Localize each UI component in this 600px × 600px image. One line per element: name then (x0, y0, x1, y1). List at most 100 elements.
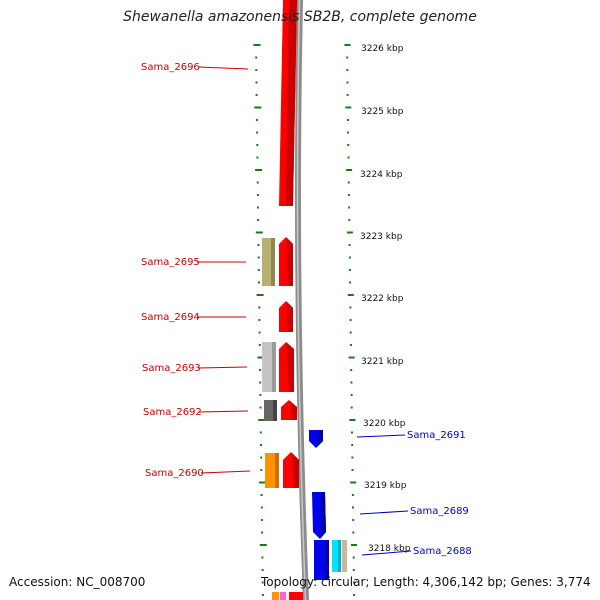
minor-tick (346, 56, 349, 59)
minor-tick (259, 369, 262, 371)
scale-label-3222: 3222 kbp (361, 294, 404, 304)
minor-tick (261, 556, 264, 559)
minor-tick (349, 344, 352, 346)
minor-tick (261, 531, 264, 534)
minor-tick (351, 444, 354, 446)
feature-block-tan (342, 540, 347, 572)
minor-tick (261, 594, 264, 596)
reverse-genes (309, 430, 347, 580)
gene-label-sama-2693[interactable]: Sama_2693 (142, 363, 201, 374)
minor-tick (255, 81, 258, 84)
major-tick (259, 481, 266, 484)
gene-fragment-bottom (289, 592, 303, 600)
scale-label-3221: 3221 kbp (361, 357, 404, 367)
minor-tick (348, 219, 351, 221)
minor-tick (258, 319, 261, 321)
minor-tick (257, 256, 260, 259)
minor-tick (256, 131, 259, 134)
scale-label-3218: 3218 kbp (368, 544, 411, 554)
minor-tick (352, 519, 355, 521)
minor-tick (348, 256, 351, 259)
minor-tick (348, 244, 351, 246)
minor-tick (352, 531, 355, 534)
minor-tick (255, 69, 258, 71)
minor-tick (350, 369, 353, 371)
minor-tick (257, 269, 260, 271)
major-tick (347, 294, 354, 296)
major-tick (348, 356, 355, 359)
scale-label-3219: 3219 kbp (364, 481, 407, 491)
minor-tick (260, 469, 263, 471)
accession-info: Accession: NC_008700 (9, 575, 146, 589)
gene-label-sama-2694[interactable]: Sama_2694 (141, 312, 200, 323)
scale-label-3224: 3224 kbp (360, 170, 403, 180)
scale-labels: 3226 kbp 3225 kbp 3224 kbp 3223 kbp 3222… (360, 44, 411, 554)
minor-tick (260, 494, 263, 496)
minor-tick (256, 156, 259, 159)
minor-tick (351, 469, 354, 471)
scale-label-3226: 3226 kbp (361, 44, 404, 54)
minor-tick (255, 119, 258, 121)
reverse-gene-labels: Sama_2691 Sama_2689 Sama_2688 (356, 430, 472, 557)
minor-tick (257, 206, 259, 209)
minor-tick (352, 556, 355, 559)
gene-label-sama-2692[interactable]: Sama_2692 (143, 407, 202, 418)
genome-summary: Topology: circular; Length: 4,306,142 bp… (261, 575, 591, 589)
major-tick (256, 294, 264, 296)
minor-tick (348, 269, 351, 271)
major-tick (351, 544, 357, 546)
minor-tick (255, 94, 258, 96)
major-tick (349, 419, 356, 421)
minor-tick (349, 319, 352, 321)
minor-tick (258, 306, 261, 309)
minor-tick (350, 394, 353, 396)
minor-tick (261, 581, 264, 584)
minor-tick (347, 156, 350, 159)
minor-tick (256, 144, 259, 146)
major-tick (346, 231, 353, 234)
minor-tick (259, 394, 262, 396)
left-tick-track (253, 44, 267, 596)
scale-label-3225: 3225 kbp (361, 107, 404, 117)
feature-block-cyan (332, 540, 341, 572)
minor-tick (256, 181, 259, 184)
major-tick (259, 544, 267, 546)
minor-tick (351, 431, 353, 434)
major-tick (344, 44, 351, 46)
gene-label-sama-2689[interactable]: Sama_2689 (410, 506, 469, 517)
minor-tick (347, 181, 350, 184)
minor-tick (258, 331, 261, 334)
gene-label-sama-2690[interactable]: Sama_2690 (145, 468, 204, 479)
minor-tick (257, 244, 260, 246)
minor-tick (346, 81, 349, 84)
minor-tick (349, 281, 352, 284)
major-tick (350, 481, 357, 484)
minor-tick (346, 94, 349, 96)
major-tick (254, 106, 262, 109)
minor-tick (347, 194, 350, 196)
major-tick (255, 169, 263, 171)
minor-tick (348, 206, 351, 209)
major-tick (253, 44, 261, 46)
gene-label-sama-2695[interactable]: Sama_2695 (141, 257, 200, 268)
gene-label-sama-2688[interactable]: Sama_2688 (413, 546, 472, 557)
minor-tick (350, 381, 353, 384)
minor-tick (260, 506, 263, 509)
feature-blocks (262, 238, 286, 600)
minor-tick (260, 519, 263, 521)
minor-tick (346, 69, 349, 71)
gene-label-sama-2696[interactable]: Sama_2696 (141, 62, 200, 73)
minor-tick (347, 131, 350, 134)
minor-tick (257, 219, 260, 221)
minor-tick (259, 406, 262, 409)
right-tick-track (344, 44, 357, 596)
gene-label-sama-2691[interactable]: Sama_2691 (407, 430, 466, 441)
minor-tick (350, 406, 353, 409)
minor-tick (255, 56, 258, 59)
major-tick (257, 356, 265, 359)
feature-fragment-pink (280, 592, 286, 600)
major-tick (345, 106, 352, 109)
forward-gene-labels: Sama_2696 Sama_2695 Sama_2694 Sama_2693 … (141, 62, 251, 479)
minor-tick (353, 594, 356, 596)
